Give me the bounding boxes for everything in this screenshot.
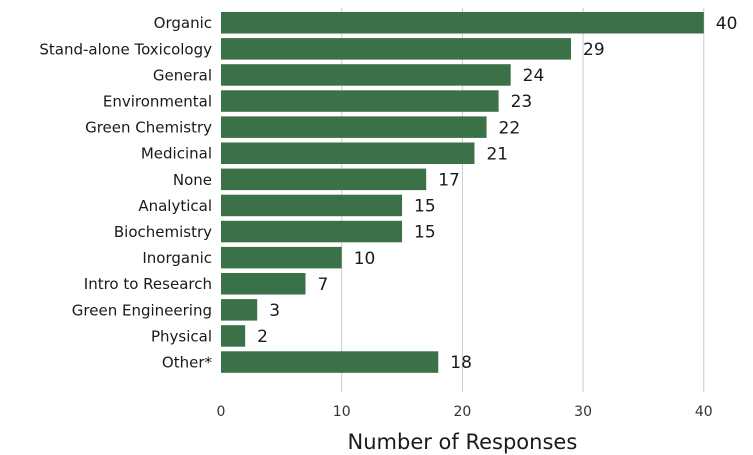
category-label: Organic bbox=[154, 14, 212, 32]
value-label: 3 bbox=[269, 301, 280, 321]
bar bbox=[221, 168, 427, 191]
bar bbox=[221, 64, 511, 86]
x-tick-label: 10 bbox=[333, 404, 351, 420]
category-label: Other* bbox=[162, 353, 213, 371]
x-tick-label: 20 bbox=[453, 404, 471, 420]
bar bbox=[221, 12, 704, 34]
category-label: None bbox=[173, 171, 212, 189]
value-label: 18 bbox=[450, 353, 472, 373]
category-label: Physical bbox=[151, 327, 212, 345]
value-label: 15 bbox=[414, 197, 436, 217]
category-label: Medicinal bbox=[141, 145, 212, 163]
bar bbox=[221, 273, 306, 295]
x-axis-ticks: 0 10 20 30 40 bbox=[217, 404, 713, 420]
category-label: Biochemistry bbox=[114, 223, 212, 241]
x-axis-title: Number of Responses bbox=[348, 430, 578, 454]
bars bbox=[221, 12, 704, 373]
bar bbox=[221, 194, 403, 217]
bar bbox=[221, 299, 258, 321]
value-label: 23 bbox=[511, 92, 533, 112]
bar bbox=[221, 142, 475, 164]
value-label: 29 bbox=[583, 40, 605, 60]
bar bbox=[221, 38, 572, 60]
bar bbox=[221, 351, 439, 373]
bar bbox=[221, 325, 246, 347]
value-label: 2 bbox=[257, 327, 268, 347]
bar bbox=[221, 246, 342, 269]
value-label: 7 bbox=[317, 275, 328, 295]
category-label: General bbox=[153, 66, 212, 84]
x-tick-label: 0 bbox=[217, 404, 226, 420]
value-label: 22 bbox=[499, 118, 521, 138]
value-label: 21 bbox=[486, 144, 508, 164]
value-label: 24 bbox=[523, 66, 545, 86]
category-label: Environmental bbox=[103, 92, 212, 110]
bar bbox=[221, 116, 487, 138]
category-label: Intro to Research bbox=[84, 275, 212, 293]
category-label: Green Chemistry bbox=[85, 119, 212, 137]
value-label: 40 bbox=[716, 14, 738, 34]
x-tick-label: 30 bbox=[574, 404, 592, 420]
value-label: 10 bbox=[354, 249, 376, 269]
value-label: 17 bbox=[438, 170, 460, 190]
bar bbox=[221, 90, 499, 112]
category-labels: Organic Stand-alone Toxicology General Envi… bbox=[39, 14, 212, 371]
category-label: Green Engineering bbox=[72, 301, 212, 319]
value-label: 15 bbox=[414, 223, 436, 243]
bar bbox=[221, 220, 403, 243]
category-label: Stand-alone Toxicology bbox=[39, 40, 212, 58]
category-label: Inorganic bbox=[142, 249, 212, 267]
category-label: Analytical bbox=[138, 197, 212, 215]
x-tick-label: 40 bbox=[695, 404, 713, 420]
